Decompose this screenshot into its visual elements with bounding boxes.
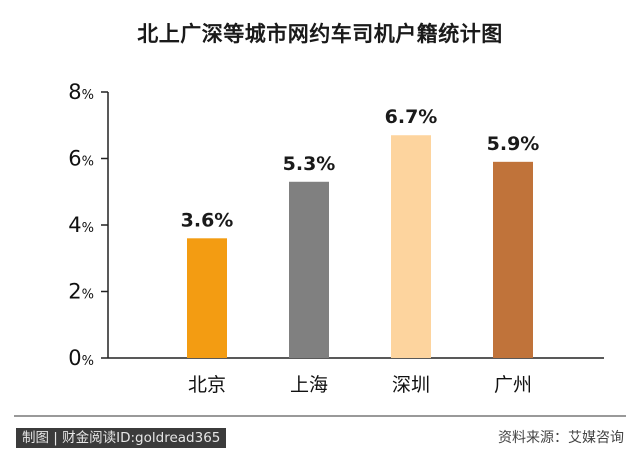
y-tick-label: 2% (68, 280, 94, 304)
y-tick-label: 8% (68, 80, 94, 104)
data-label: 6.7% (385, 106, 438, 128)
data-label: 5.3% (283, 153, 336, 175)
labels: 3.6% 北京 5.3% 上海 6.7% 深圳 5.9% 广州 (181, 106, 540, 396)
x-tick-label: 深圳 (392, 374, 430, 396)
chart-title: 北上广深等城市网约车司机户籍统计图 (137, 22, 503, 46)
y-tick-label: 4% (68, 213, 94, 237)
y-tick-label: 0% (68, 346, 94, 370)
y-tick-label: 6% (68, 147, 94, 171)
x-tick-label: 广州 (494, 374, 532, 396)
x-tick-label: 北京 (188, 374, 226, 396)
bar (391, 135, 431, 358)
x-tick-label: 上海 (290, 374, 328, 396)
credit-badge: 制图 | 财金阅读ID:goldread365 (16, 428, 227, 448)
bar (187, 238, 227, 358)
data-label: 3.6% (181, 209, 234, 231)
bar (493, 161, 533, 358)
data-label: 5.9% (487, 133, 540, 155)
bar (289, 181, 329, 358)
footer-divider (14, 415, 626, 417)
source-note: 资料来源：艾媒咨询 (498, 430, 624, 446)
bars (187, 135, 533, 358)
